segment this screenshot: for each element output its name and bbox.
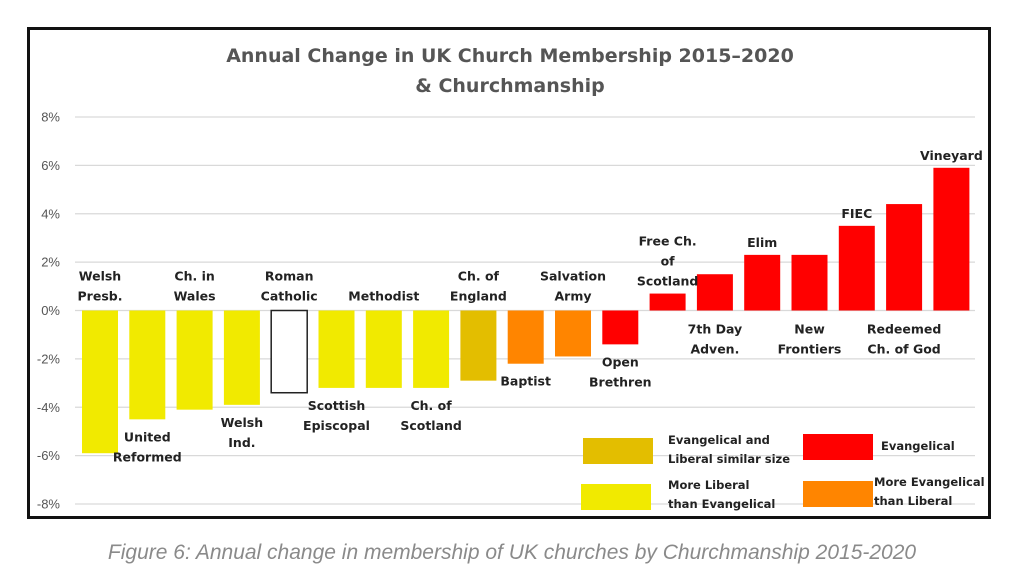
bar-label: Elim [747,235,777,250]
bar-label: Welsh Ind. [221,415,263,450]
y-tick-label: 4% [41,206,60,221]
bar [460,310,497,381]
bar [602,310,639,345]
bar-label: Methodist [348,289,419,304]
bar [886,204,923,311]
bar-label: Salvation Army [540,269,606,304]
y-tick-label: -8% [37,497,61,512]
bar-label: Ch. in Wales [174,269,216,304]
legend-swatch [803,434,873,460]
bar [507,310,544,364]
legend-swatch [803,481,873,507]
legend-swatch [581,484,651,510]
figure-caption: Figure 6: Annual change in membership of… [107,541,917,564]
bar-label: FIEC [841,206,872,221]
y-tick-label: -4% [37,400,61,415]
y-tick-label: 6% [41,158,60,173]
bar-label: 7th Day Adven. [688,322,743,357]
bar [413,310,450,388]
bar-label: Vineyard [920,148,983,163]
legend-label: Evangelical and Liberal similar size [668,433,790,466]
bar [82,310,118,454]
bar-label: Redeemed Ch. of God [867,322,941,357]
bar-label: Open Brethren [589,354,652,389]
legend-label: Evangelical [881,439,955,453]
y-tick-label: -6% [37,448,61,463]
bar [223,310,260,405]
y-tick-label: 2% [41,255,60,270]
legend-swatch [583,438,653,464]
bar [838,225,875,311]
bar [933,167,970,311]
bar [176,310,213,410]
y-tick-label: -2% [37,351,61,366]
bar [649,293,686,311]
chart-title-line-2: & Churchmanship [415,75,604,97]
bar-label: Scottish Episcopal [303,398,370,433]
legend-label: More Liberal than Evangelical [668,478,775,511]
bar [696,274,733,311]
y-tick-label: 0% [41,303,60,318]
chart-frame: Annual Change in UK Church Membership 20… [27,27,991,519]
bar [791,254,828,311]
bar-label: New Frontiers [778,322,842,357]
bar [365,310,402,388]
y-tick-label: 8% [41,110,60,125]
chart-title-line-1: Annual Change in UK Church Membership 20… [226,45,794,67]
bar-label: Free Ch. of Scotland [637,234,699,289]
bar-chart: Annual Change in UK Church Membership 20… [37,45,985,512]
bar [270,309,308,394]
bar [555,310,591,357]
bar [318,310,355,388]
bar-label: United Reformed [113,429,182,464]
bar-label: Ch. of England [450,269,507,304]
bar-label: Ch. of Scotland [400,398,462,433]
bar-label: Roman Catholic [261,269,318,304]
legend-label: More Evangelical than Liberal [874,475,985,508]
bar-label: Welsh Presb. [78,269,123,304]
bar-label: Baptist [500,374,551,389]
bar [744,254,781,311]
bar [129,310,166,420]
